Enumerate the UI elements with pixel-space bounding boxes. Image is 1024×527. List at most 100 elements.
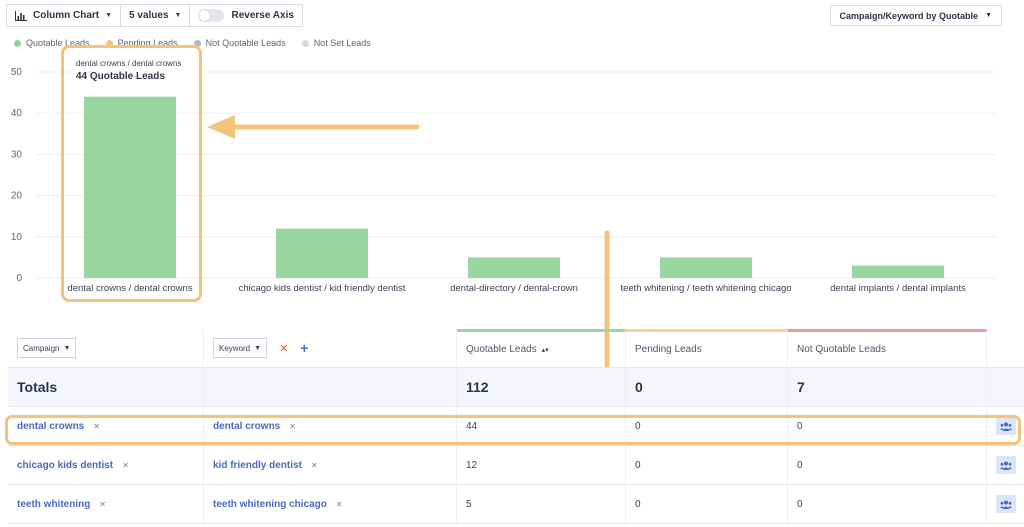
view-users-button[interactable] xyxy=(995,417,1016,435)
view-users-button[interactable] xyxy=(995,456,1016,474)
legend-dot xyxy=(193,39,201,47)
keyword-link[interactable]: teeth whitening chicago xyxy=(213,498,327,510)
tooltip-value: 44 Quotable Leads xyxy=(76,71,165,82)
reverse-axis-toggle[interactable]: Reverse Axis xyxy=(190,4,303,27)
chevron-down-icon: ▼ xyxy=(174,12,182,19)
x-tick-label: teeth whitening / teeth whitening chicag… xyxy=(620,283,791,294)
view-users-button[interactable] xyxy=(995,495,1016,513)
values-count-select[interactable]: 5 values ▼ xyxy=(121,4,191,27)
chart-legend: Quotable Leads Pending Leads Not Quotabl… xyxy=(14,38,387,48)
x-tick-label: dental implants / dental implants xyxy=(830,283,966,294)
pending-cell: 0 xyxy=(626,446,788,484)
chart-tooltip: dental crowns / dental crowns 44 Quotabl… xyxy=(70,54,198,94)
campaign-cell: chicago kids dentist ✕ xyxy=(8,446,204,484)
campaign-header-cell: Campaign ▼ xyxy=(8,329,204,367)
campaign-header-label: Campaign xyxy=(23,343,60,353)
reverse-axis-label: Reverse Axis xyxy=(231,10,294,21)
actions-cell xyxy=(987,485,1024,523)
pending-header-cell[interactable]: Pending Leads xyxy=(626,329,788,367)
campaign-link[interactable]: chicago kids dentist xyxy=(17,459,114,471)
table-row: teeth whitening ✕ teeth whitening chicag… xyxy=(8,485,1024,524)
sort-desc-icon[interactable]: ▴▾ xyxy=(541,346,549,354)
legend-label: Not Quotable Leads xyxy=(205,38,286,48)
remove-filter-icon[interactable]: ✕ xyxy=(289,421,296,431)
table-row: chicago kids dentist ✕ kid friendly dent… xyxy=(8,446,1024,485)
y-tick-label: 10 xyxy=(11,232,23,243)
quotable-header-cell[interactable]: Quotable Leads ▴▾ xyxy=(457,329,626,367)
not-quotable-cell: 0 xyxy=(788,407,987,445)
totals-keyword-cell xyxy=(204,368,457,406)
remove-filter-icon[interactable]: ✕ xyxy=(335,499,343,509)
chart-bar[interactable] xyxy=(84,96,176,278)
table-header-row: Campaign ▼ Keyword ▼ ✕ + Quotable Leads … xyxy=(8,329,1024,368)
chevron-down-icon: ▼ xyxy=(985,12,992,19)
quotable-cell: 44 xyxy=(457,407,626,445)
pending-cell: 0 xyxy=(626,485,788,523)
keyword-header-cell: Keyword ▼ ✕ + xyxy=(204,329,457,367)
campaign-link[interactable]: dental crowns xyxy=(17,420,85,432)
not-quotable-header-label: Not Quotable Leads xyxy=(797,344,886,355)
keyword-cell: teeth whitening chicago ✕ xyxy=(204,485,457,523)
chart-type-label: Column Chart xyxy=(33,10,100,21)
arrow-left-icon xyxy=(207,115,420,139)
quotable-cell: 12 xyxy=(457,446,626,484)
campaign-cell: teeth whitening ✕ xyxy=(8,485,204,523)
keyword-link[interactable]: dental crowns xyxy=(213,420,281,432)
column-chart: 0 10 20 30 40 50 dental crowns / dental crowns… xyxy=(11,67,996,294)
table-row: dental crowns ✕ dental crowns ✕ 44 0 0 xyxy=(8,407,1024,446)
y-tick-label: 30 xyxy=(11,149,23,160)
remove-filter-icon[interactable]: ✕ xyxy=(122,460,129,470)
group-by-label: Campaign/Keyword by Quotable xyxy=(839,10,979,21)
remove-filter-icon[interactable]: ✕ xyxy=(93,421,100,431)
keyword-header-label: Keyword xyxy=(219,343,251,353)
legend-item-quotable[interactable]: Quotable Leads xyxy=(14,38,90,48)
not-quotable-cell: 0 xyxy=(788,446,987,484)
keyword-cell: dental crowns ✕ xyxy=(204,407,457,445)
chart-bar[interactable] xyxy=(660,257,752,278)
totals-label: Totals xyxy=(8,368,204,406)
pending-header-label: Pending Leads xyxy=(635,344,702,355)
quotable-cell: 5 xyxy=(457,485,626,523)
toggle-switch[interactable] xyxy=(198,9,225,22)
totals-not-quotable: 7 xyxy=(788,368,987,406)
x-tick-label: dental-directory / dental-crown xyxy=(450,283,578,294)
actions-header-cell xyxy=(987,329,1024,367)
chart-bar[interactable] xyxy=(468,257,560,278)
caret-down-icon: ▼ xyxy=(254,344,262,352)
campaign-link[interactable]: teeth whitening xyxy=(17,498,91,510)
legend-dot xyxy=(105,39,113,47)
not-quotable-header-cell[interactable]: Not Quotable Leads xyxy=(788,329,987,367)
actions-cell xyxy=(987,446,1024,484)
legend-label: Quotable Leads xyxy=(26,38,90,48)
x-tick-label: dental crowns / dental crowns xyxy=(67,283,192,294)
remove-filter-icon[interactable]: ✕ xyxy=(310,460,318,470)
legend-item-not-set[interactable]: Not Set Leads xyxy=(301,38,371,48)
add-column-icon[interactable]: + xyxy=(300,340,309,356)
group-by-select[interactable]: Campaign/Keyword by Quotable ▼ xyxy=(829,5,1002,26)
highlight-box-table-row xyxy=(5,415,1021,445)
legend-item-not-quotable[interactable]: Not Quotable Leads xyxy=(193,38,286,48)
remove-filter-icon[interactable]: ✕ xyxy=(99,499,107,509)
actions-cell xyxy=(987,407,1024,445)
values-count-label: 5 values xyxy=(129,10,169,21)
legend-dot xyxy=(14,39,21,47)
legend-label: Not Set Leads xyxy=(313,38,371,48)
chart-type-select[interactable]: Column Chart ▼ xyxy=(6,4,122,27)
chart-bar[interactable] xyxy=(276,228,368,278)
totals-actions-cell xyxy=(987,368,1024,406)
pending-cell: 0 xyxy=(626,407,788,445)
chevron-down-icon: ▼ xyxy=(105,12,113,19)
y-tick-label: 20 xyxy=(11,191,23,202)
caret-down-icon: ▼ xyxy=(63,344,71,352)
campaign-filter-select[interactable]: Campaign ▼ xyxy=(17,338,77,358)
chart-toolbar: Column Chart ▼ 5 values ▼ Reverse Axis xyxy=(6,4,303,27)
keyword-link[interactable]: kid friendly dentist xyxy=(213,459,302,471)
remove-column-icon[interactable]: ✕ xyxy=(279,342,289,355)
legend-item-pending[interactable]: Pending Leads xyxy=(105,38,178,48)
keyword-filter-select[interactable]: Keyword ▼ xyxy=(213,338,268,358)
not-quotable-cell: 0 xyxy=(788,485,987,523)
chart-bar[interactable] xyxy=(852,265,944,278)
y-tick-label: 0 xyxy=(16,273,22,284)
legend-dot xyxy=(301,39,309,47)
campaign-cell: dental crowns ✕ xyxy=(8,407,204,445)
